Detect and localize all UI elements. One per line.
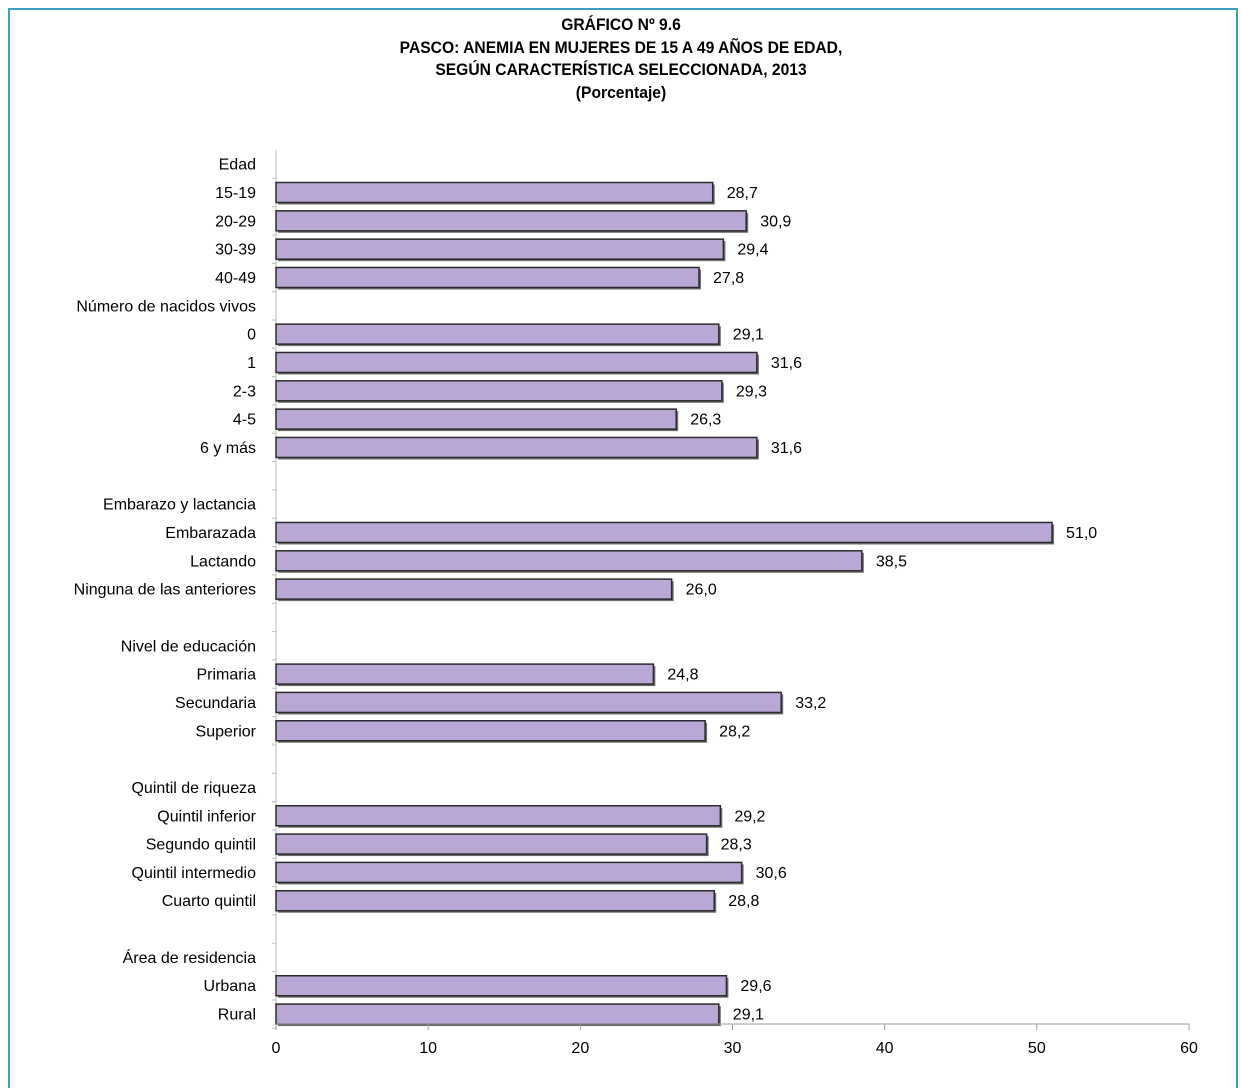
bar bbox=[275, 663, 655, 685]
data-label: 26,0 bbox=[686, 582, 717, 599]
data-label: 29,3 bbox=[736, 383, 767, 400]
data-label: 28,7 bbox=[727, 185, 758, 202]
chart-number: GRÁFICO Nº 9.6 bbox=[561, 15, 681, 34]
chart-frame bbox=[8, 8, 1238, 1088]
x-tick-label: 20 bbox=[571, 1040, 589, 1057]
x-tick-label: 40 bbox=[876, 1040, 894, 1057]
bar bbox=[275, 436, 758, 459]
chart-subtitle: (Porcentaje) bbox=[575, 82, 667, 102]
category-label: Rural bbox=[218, 1007, 256, 1024]
category-label: Quintil intermedio bbox=[132, 865, 257, 882]
x-tick-label: 60 bbox=[1180, 1040, 1198, 1057]
category-label: 4-5 bbox=[233, 412, 256, 429]
data-label: 27,8 bbox=[713, 270, 744, 287]
bar bbox=[275, 805, 722, 827]
category-label: Ninguna de las anteriores bbox=[74, 582, 256, 599]
bar bbox=[275, 861, 743, 884]
bar bbox=[275, 833, 708, 855]
x-tick-label: 30 bbox=[724, 1040, 742, 1057]
bar bbox=[275, 408, 677, 430]
category-label: 15-19 bbox=[215, 185, 256, 202]
data-label: 28,2 bbox=[719, 723, 750, 740]
x-tick-label: 10 bbox=[419, 1040, 437, 1057]
bar bbox=[275, 889, 715, 912]
data-label: 30,6 bbox=[756, 865, 787, 882]
bar bbox=[275, 181, 714, 204]
data-label: 31,6 bbox=[771, 440, 802, 457]
bar bbox=[275, 1003, 720, 1025]
category-label: 2-3 bbox=[233, 383, 256, 400]
bar bbox=[275, 238, 725, 260]
category-label: Segundo quintil bbox=[146, 837, 256, 854]
category-group-label: Edad bbox=[219, 157, 256, 174]
data-label: 31,6 bbox=[771, 355, 802, 372]
category-label: 1 bbox=[247, 355, 256, 372]
category-label: Quintil inferior bbox=[157, 808, 256, 825]
x-tick-label: 0 bbox=[272, 1040, 281, 1057]
category-label: 0 bbox=[247, 327, 256, 344]
bar bbox=[275, 974, 728, 997]
data-label: 38,5 bbox=[876, 553, 907, 570]
category-label: 6 y más bbox=[200, 440, 256, 457]
chart-title-line-2: SEGÚN CARACTERÍSTICA SELECCIONADA, 2013 bbox=[435, 60, 807, 79]
bar bbox=[275, 210, 747, 232]
category-label: Primaria bbox=[196, 667, 256, 684]
category-label: 20-29 bbox=[215, 213, 256, 230]
bar bbox=[275, 691, 782, 714]
category-group-label: Número de nacidos vivos bbox=[76, 298, 256, 315]
chart-title-line-1: PASCO: ANEMIA EN MUJERES DE 15 A 49 AÑOS… bbox=[399, 37, 843, 57]
bar bbox=[275, 521, 1053, 544]
bar bbox=[275, 550, 863, 572]
data-label: 28,8 bbox=[728, 893, 759, 910]
category-label: Embarazada bbox=[165, 525, 256, 542]
bar bbox=[275, 351, 758, 374]
bar bbox=[275, 323, 720, 345]
category-label: Secundaria bbox=[175, 695, 256, 712]
bar bbox=[275, 266, 700, 289]
data-label: 29,4 bbox=[737, 242, 768, 259]
data-label: 30,9 bbox=[760, 213, 791, 230]
category-label: 40-49 bbox=[215, 270, 256, 287]
data-label: 24,8 bbox=[667, 667, 698, 684]
category-group-label: Embarazo y lactancia bbox=[103, 497, 256, 514]
category-group-label: Quintil de riqueza bbox=[131, 780, 256, 797]
data-label: 29,2 bbox=[734, 808, 765, 825]
chart-title-block: GRÁFICO Nº 9.6 PASCO: ANEMIA EN MUJERES … bbox=[0, 14, 1242, 104]
data-label: 29,1 bbox=[733, 1007, 764, 1024]
data-label: 29,1 bbox=[733, 327, 764, 344]
category-label: Lactando bbox=[190, 553, 256, 570]
data-label: 51,0 bbox=[1066, 525, 1097, 542]
x-tick-label: 50 bbox=[1028, 1040, 1046, 1057]
bar bbox=[275, 380, 723, 402]
data-label: 29,6 bbox=[740, 978, 771, 995]
category-label: Superior bbox=[196, 723, 257, 740]
bar bbox=[275, 578, 673, 600]
category-label: Urbana bbox=[204, 978, 257, 995]
category-label: Cuarto quintil bbox=[162, 893, 256, 910]
category-label: 30-39 bbox=[215, 242, 256, 259]
bar bbox=[275, 720, 706, 742]
data-label: 28,3 bbox=[721, 837, 752, 854]
category-group-label: Nivel de educación bbox=[121, 638, 256, 655]
data-label: 33,2 bbox=[795, 695, 826, 712]
data-label: 26,3 bbox=[690, 412, 721, 429]
category-group-label: Área de residencia bbox=[123, 948, 257, 967]
